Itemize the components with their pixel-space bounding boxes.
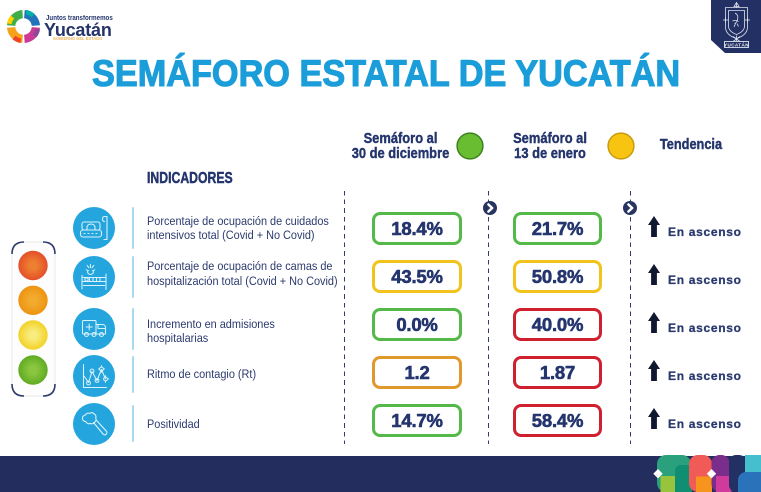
svg-text:YUCATÁN: YUCATÁN [724,42,749,48]
